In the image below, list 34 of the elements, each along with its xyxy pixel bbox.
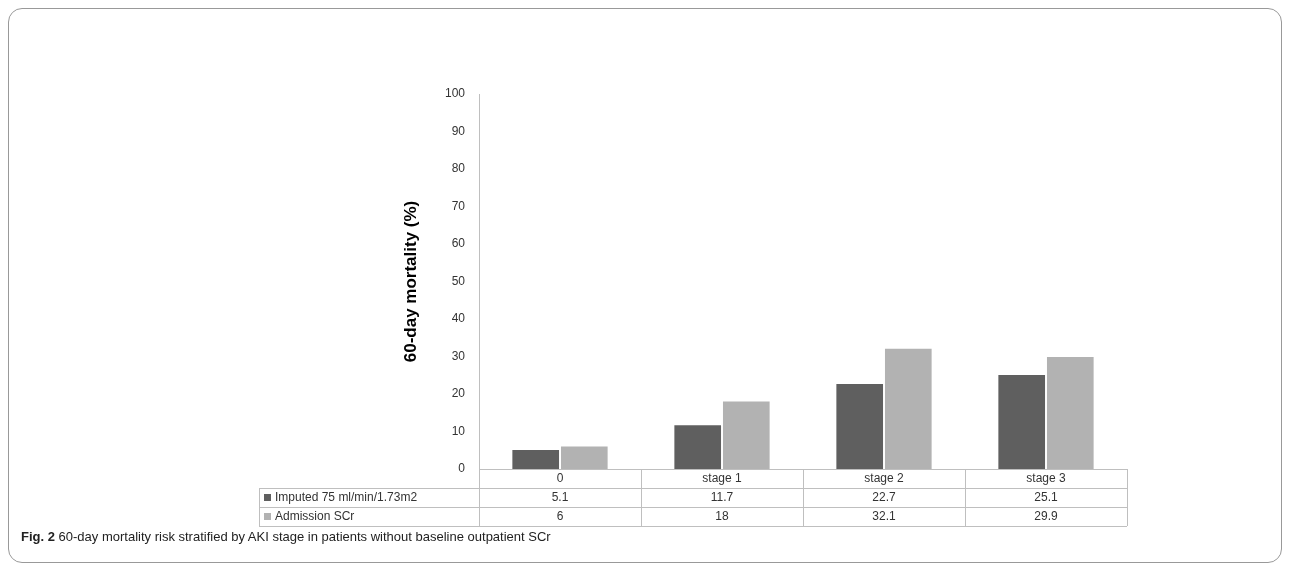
x-tick-label: stage 2: [864, 470, 904, 485]
data-label: 11.7: [710, 489, 734, 504]
y-tick-label: 20: [451, 386, 466, 401]
y-tick-label: 40: [451, 311, 466, 326]
data-label: 29.9: [1034, 508, 1058, 523]
bar: [998, 374, 1046, 469]
data-label: 22.7: [872, 489, 896, 504]
y-tick-label: 70: [451, 198, 466, 213]
y-tick-label: 30: [451, 348, 466, 363]
bar: [560, 446, 608, 469]
data-label: 18: [715, 508, 729, 523]
y-tick-label: 100: [444, 86, 466, 101]
bar: [722, 401, 770, 469]
bar: [674, 425, 722, 469]
bar: [1046, 356, 1094, 469]
y-tick-label: 60: [451, 236, 466, 251]
y-tick-label: 50: [451, 273, 466, 288]
bar: [512, 449, 560, 469]
data-label: 32.1: [872, 508, 896, 523]
y-tick-label: 10: [451, 423, 466, 438]
data-label: 25.1: [1034, 489, 1058, 504]
x-tick-label: stage 3: [1026, 470, 1066, 485]
legend-label: Admission SCr: [275, 508, 355, 523]
bar: [884, 348, 932, 469]
y-tick-label: 90: [451, 123, 466, 138]
x-tick-label: stage 1: [702, 470, 742, 485]
caption: Fig. 2 60-day mortality risk stratified by AKI stage in patients without baseline outpatient SCr: [21, 529, 552, 544]
data-label: 6: [556, 508, 564, 523]
data-label: 5.1: [551, 489, 569, 504]
legend-label: Imputed 75 ml/min/1.73m2: [275, 489, 418, 504]
bar: [836, 383, 884, 469]
y-axis-title: 60-day mortality (%): [400, 200, 420, 363]
x-tick-label: 0: [556, 470, 564, 485]
y-tick-label: 80: [451, 161, 466, 176]
